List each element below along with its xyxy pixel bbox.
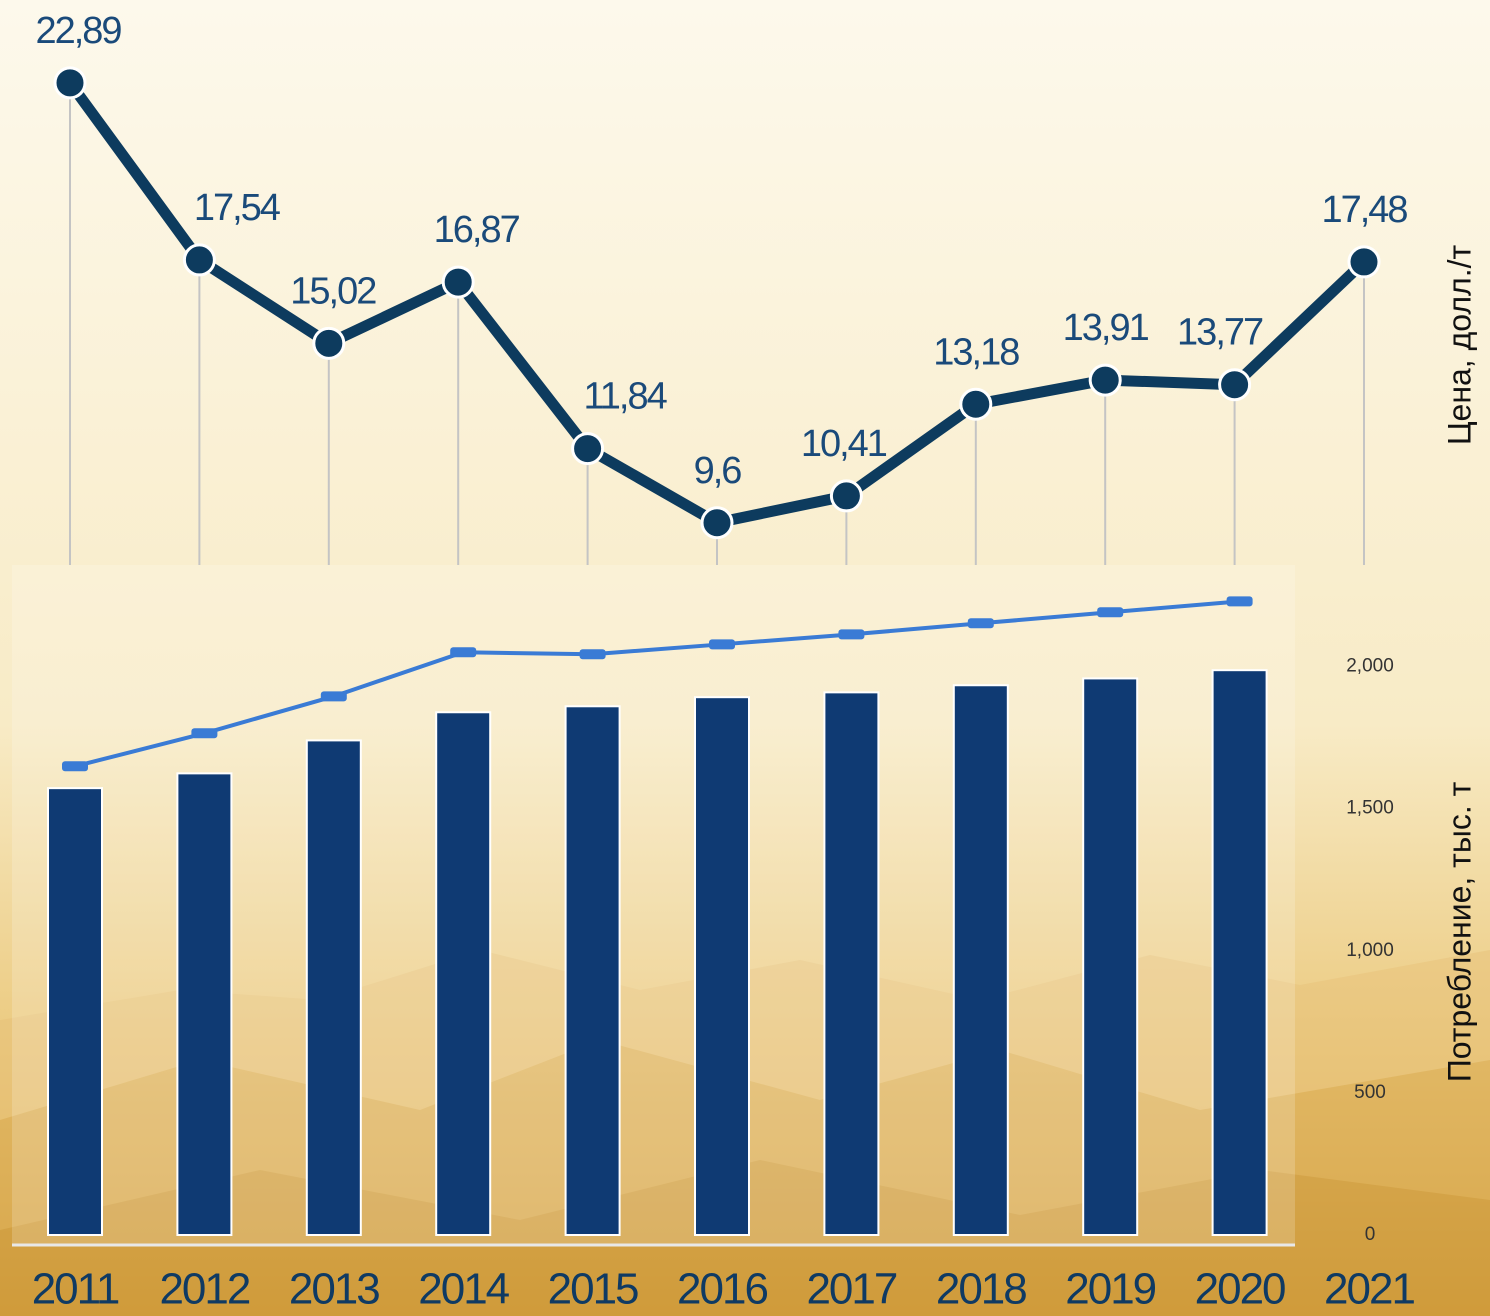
bar xyxy=(564,705,621,1236)
value-label: 17,48 xyxy=(1321,189,1407,231)
line-marker xyxy=(1226,596,1253,607)
x-tick-label: 2021 xyxy=(1324,1265,1414,1314)
value-label: 9,6 xyxy=(694,450,742,492)
x-tick-label: 2017 xyxy=(806,1265,896,1314)
line-marker xyxy=(320,691,347,702)
point xyxy=(1088,363,1122,397)
value-label: 13,18 xyxy=(933,331,1019,373)
line-marker xyxy=(838,629,865,640)
x-tick-label: 2018 xyxy=(936,1265,1026,1314)
value-label: 10,41 xyxy=(801,423,887,465)
x-tick-label: 2014 xyxy=(418,1265,509,1314)
line-marker xyxy=(62,761,88,772)
line-marker xyxy=(967,618,994,629)
point xyxy=(182,243,216,277)
x-tick-label: 2013 xyxy=(289,1265,379,1314)
bar xyxy=(952,684,1009,1236)
point xyxy=(1347,245,1381,279)
point xyxy=(829,479,863,513)
value-label: 13,91 xyxy=(1063,307,1149,349)
point xyxy=(700,506,734,540)
point xyxy=(441,265,475,299)
bar xyxy=(435,711,492,1236)
line-marker xyxy=(709,639,735,650)
value-label: 22,89 xyxy=(35,10,121,52)
line-marker xyxy=(579,649,606,660)
y-tick-label: 1,500 xyxy=(1346,798,1394,819)
line xyxy=(74,599,1240,769)
line-marker xyxy=(191,728,218,739)
x-tick-label: 2012 xyxy=(159,1265,249,1314)
bar xyxy=(823,691,880,1236)
value-label: 11,84 xyxy=(583,376,667,418)
y-tick-label: 2,000 xyxy=(1346,656,1394,677)
point xyxy=(312,326,346,360)
point xyxy=(1218,368,1252,402)
point xyxy=(53,66,87,100)
value-label: 17,54 xyxy=(194,187,281,229)
y-tick-label: 500 xyxy=(1354,1082,1386,1103)
bar xyxy=(176,772,233,1237)
x-tick-label: 2016 xyxy=(677,1265,767,1314)
x-tick-label: 2011 xyxy=(32,1265,119,1314)
value-label: 15,02 xyxy=(290,270,376,312)
bar xyxy=(694,696,750,1236)
y-axis-label: Цена, долл./т xyxy=(1441,245,1477,446)
bar xyxy=(1211,669,1268,1236)
y-axis-label: Потребление, тыс. т xyxy=(1441,781,1477,1082)
point xyxy=(571,432,605,466)
point xyxy=(959,387,993,421)
x-tick-label: 2015 xyxy=(548,1265,638,1314)
bar xyxy=(47,787,103,1236)
y-tick-label: 1,000 xyxy=(1346,940,1394,961)
value-label: 13,77 xyxy=(1177,312,1263,354)
bar xyxy=(1082,677,1139,1236)
x-tick-label: 2019 xyxy=(1065,1265,1155,1314)
x-tick-label: 2020 xyxy=(1195,1265,1285,1314)
line-marker xyxy=(1097,607,1124,618)
y-tick-label: 0 xyxy=(1365,1224,1376,1245)
bar xyxy=(305,739,362,1236)
value-label: 16,87 xyxy=(434,209,520,251)
line-marker xyxy=(450,647,477,658)
